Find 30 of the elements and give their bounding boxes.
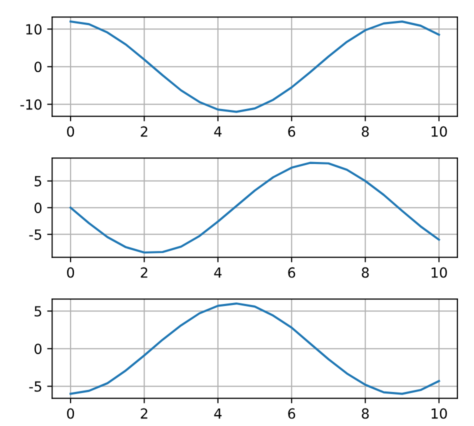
line-series bbox=[70, 20, 440, 113]
y-tick-label: -5 bbox=[29, 230, 42, 240]
x-tick-label: 6 bbox=[288, 408, 296, 419]
y-tick-label: -5 bbox=[29, 381, 42, 392]
line-series bbox=[70, 302, 440, 395]
x-tick-label: 10 bbox=[432, 408, 447, 419]
y-tick-label: 5 bbox=[34, 306, 42, 317]
x-tick-label: 0 bbox=[67, 408, 74, 419]
x-tick-label: 0 bbox=[67, 126, 74, 137]
y-tick-label: 10 bbox=[26, 24, 42, 35]
x-tick-label: 6 bbox=[288, 267, 296, 278]
x-tick-label: 4 bbox=[214, 408, 222, 419]
y-tick-label: 0 bbox=[34, 62, 42, 72]
x-tick-label: 10 bbox=[432, 126, 447, 137]
x-tick-label: 2 bbox=[140, 408, 148, 419]
x-tick-label: 10 bbox=[432, 267, 447, 278]
line-series bbox=[70, 162, 440, 254]
y-tick-label: 5 bbox=[34, 176, 42, 186]
x-tick-label: 4 bbox=[214, 267, 222, 278]
x-tick-label: 6 bbox=[288, 126, 296, 137]
x-tick-label: 2 bbox=[140, 267, 148, 278]
x-tick-label: 8 bbox=[362, 267, 369, 278]
y-tick-label: 0 bbox=[34, 344, 42, 354]
y-tick-label: 0 bbox=[34, 202, 42, 214]
y-tick-label: -10 bbox=[20, 99, 42, 110]
x-tick-label: 0 bbox=[67, 267, 74, 278]
x-tick-label: 8 bbox=[362, 126, 369, 137]
x-tick-label: 8 bbox=[362, 408, 369, 419]
x-tick-label: 4 bbox=[214, 126, 222, 137]
x-tick-label: 2 bbox=[140, 126, 148, 137]
